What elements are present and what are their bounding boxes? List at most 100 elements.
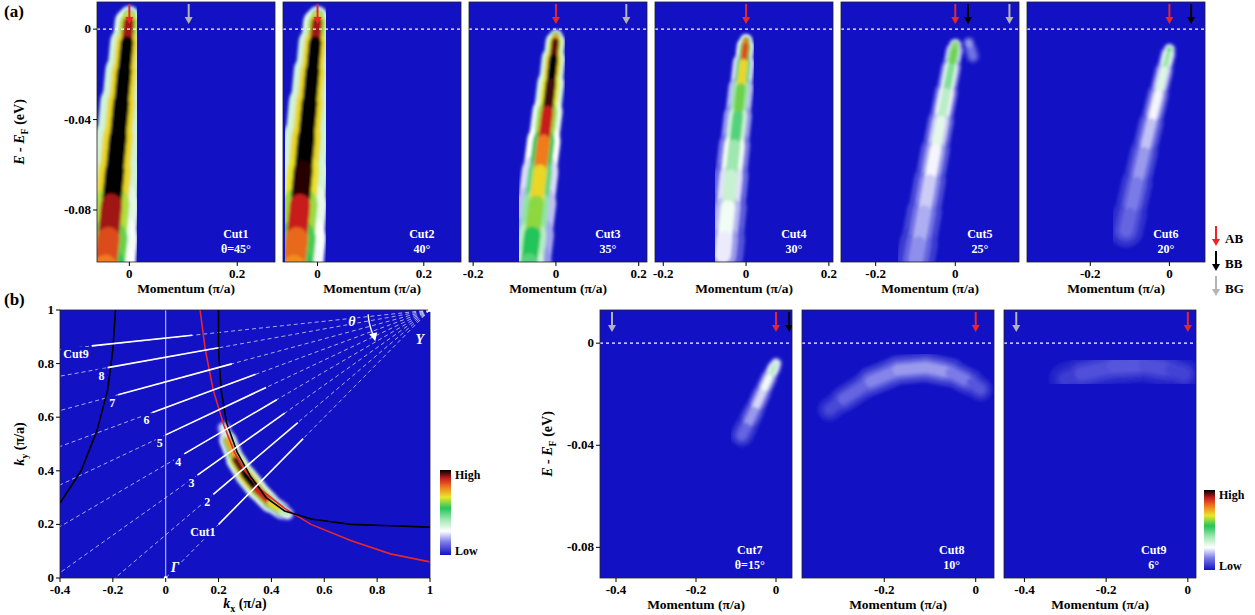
bands <box>829 367 980 409</box>
band-point <box>971 49 973 56</box>
colorbar-label: Low <box>1219 559 1242 573</box>
tick <box>56 524 60 525</box>
label-patch <box>189 525 216 539</box>
cut-angle: 30° <box>785 242 802 256</box>
panel-letter: (b) <box>4 290 25 309</box>
axis-title-part: (π/a) <box>235 596 267 612</box>
band-halo <box>971 49 973 56</box>
arrow-shaft <box>555 4 557 19</box>
band-point <box>916 244 919 260</box>
cut-title: Cut6 <box>1153 227 1178 241</box>
cut-line <box>166 387 266 434</box>
tick-label: 0.4 <box>263 582 280 597</box>
band-halo <box>742 427 746 435</box>
cut-label: 7 <box>109 396 115 410</box>
arrow-shaft <box>1168 4 1170 19</box>
arrow-shaft <box>745 4 747 19</box>
axis-title: Momentum (π/a) <box>1051 597 1149 612</box>
tick-label: 0 <box>588 335 595 350</box>
map-area <box>60 310 430 578</box>
label-patch <box>187 476 195 490</box>
tick-label: -0.4 <box>606 582 627 597</box>
axis-title: E - EF (eV) <box>540 411 558 478</box>
tick-label: 0 <box>952 266 959 281</box>
tick-label: 0 <box>1166 266 1173 281</box>
band-halo <box>971 383 980 389</box>
tick-label: 0 <box>314 266 321 281</box>
tick <box>596 343 600 344</box>
arrow-shaft <box>788 312 790 327</box>
arrow-head <box>1012 325 1020 332</box>
tick-label: -0.2 <box>874 582 895 597</box>
tick-label: 0.2 <box>631 266 647 281</box>
band-halo <box>1126 215 1130 231</box>
tick <box>93 29 97 30</box>
cut-title: Cut4 <box>781 227 806 241</box>
background <box>469 2 647 262</box>
band-arrow <box>1187 4 1195 24</box>
cut-title: Cut7 <box>737 543 762 557</box>
cut-angle: 35° <box>599 242 616 256</box>
bands <box>1065 365 1183 379</box>
arrow-shaft <box>317 4 319 19</box>
cut-line <box>108 348 219 368</box>
band-arrow <box>785 312 792 332</box>
arrow-shaft <box>975 312 977 327</box>
tick <box>56 363 60 364</box>
bands <box>723 40 746 255</box>
arrow-head <box>1187 17 1195 24</box>
cut-angle: θ=15° <box>735 558 765 572</box>
frame <box>97 2 275 262</box>
arrow-head <box>314 17 322 24</box>
frame <box>283 2 461 262</box>
tick <box>596 547 600 548</box>
arrow-head <box>972 325 980 332</box>
k-point-label: Γ <box>170 560 180 575</box>
arrow-head <box>772 325 780 332</box>
bands <box>916 43 973 260</box>
bands <box>293 16 318 262</box>
cut-title: Cut1 <box>223 227 248 241</box>
frame <box>469 2 647 262</box>
tick-label: 0.6 <box>38 409 55 424</box>
legend-label: BB <box>1225 256 1243 271</box>
cut-label: 4 <box>175 455 181 469</box>
radial-line <box>60 310 430 578</box>
band-halo <box>1171 370 1183 374</box>
axis-title: E - EF (eV) <box>12 99 30 166</box>
axis-title-part: (eV) <box>540 411 556 440</box>
tick-label: 0.4 <box>38 463 55 478</box>
tick-label: 0.8 <box>38 356 55 371</box>
bands <box>528 36 556 262</box>
axis-title: Momentum (π/a) <box>323 281 421 296</box>
tick-label: 0 <box>126 266 133 281</box>
tick-label: 0 <box>553 266 560 281</box>
fermi-level <box>1004 343 1196 344</box>
label-patch <box>414 332 426 347</box>
arrow-shaft <box>1215 251 1217 266</box>
band-arrow <box>964 4 972 24</box>
arrow-head <box>785 325 792 332</box>
cut-title: Cut9 <box>1141 543 1166 557</box>
arrow-shaft <box>128 4 130 19</box>
band-arrow <box>1012 312 1020 332</box>
cut-label: Cut1 <box>190 525 215 539</box>
cut-angle: 20° <box>1157 242 1174 256</box>
arrow-head <box>1005 17 1013 24</box>
label-patch <box>347 314 357 329</box>
cut-line <box>118 364 232 395</box>
cut-label: Cut9 <box>63 347 88 361</box>
band-arrow <box>622 4 630 24</box>
tick-label: -0.2 <box>653 266 674 281</box>
background <box>60 310 430 578</box>
arrow-shaft <box>775 312 777 327</box>
arrow-head <box>951 17 959 24</box>
fermi-level <box>802 343 994 344</box>
label-patch <box>169 560 181 575</box>
axis-title: Momentum (π/a) <box>695 281 793 296</box>
cut-title: Cut3 <box>595 227 620 241</box>
label-patch <box>98 369 106 383</box>
fs-curve <box>200 310 430 562</box>
tick-label: 0 <box>48 570 55 585</box>
figure: (a)(b)00.20-0.04-0.08Momentum (π/a)E - E… <box>0 0 1255 615</box>
